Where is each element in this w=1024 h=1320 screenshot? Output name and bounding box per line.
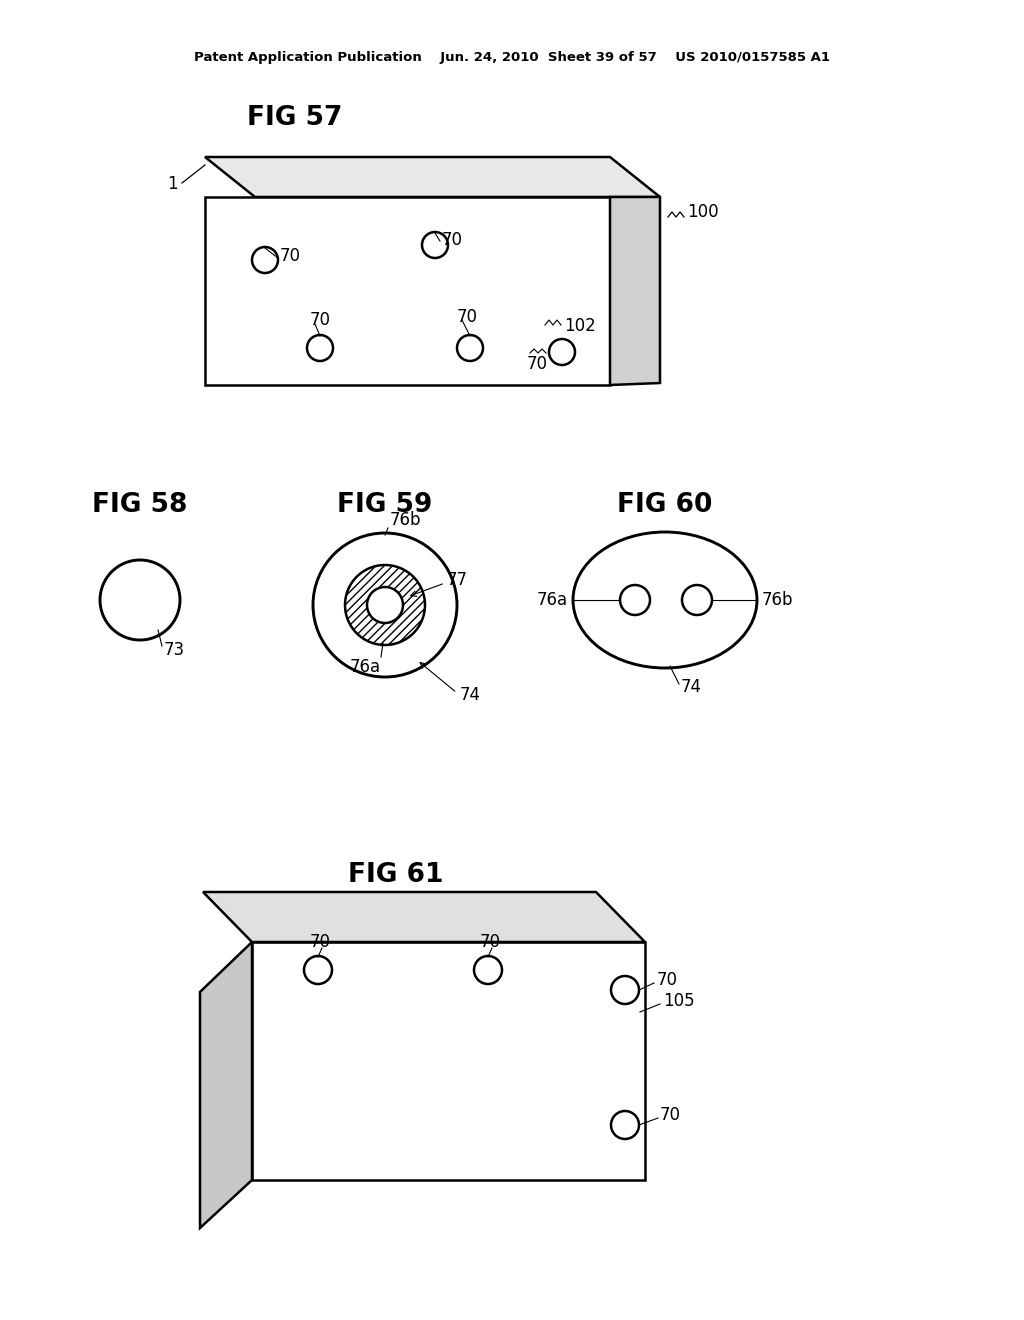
Polygon shape bbox=[610, 197, 660, 385]
Text: FIG 60: FIG 60 bbox=[617, 492, 713, 517]
Text: FIG 61: FIG 61 bbox=[348, 862, 443, 888]
Polygon shape bbox=[203, 892, 645, 942]
Text: 77: 77 bbox=[447, 572, 468, 589]
Circle shape bbox=[457, 335, 483, 360]
Polygon shape bbox=[205, 157, 660, 197]
Circle shape bbox=[611, 975, 639, 1005]
Circle shape bbox=[367, 587, 403, 623]
Text: 105: 105 bbox=[663, 993, 694, 1010]
Circle shape bbox=[549, 339, 575, 366]
Text: 70: 70 bbox=[310, 312, 331, 329]
Text: 70: 70 bbox=[442, 231, 463, 249]
Text: 76b: 76b bbox=[390, 511, 422, 529]
Polygon shape bbox=[200, 942, 252, 1228]
Text: FIG 59: FIG 59 bbox=[337, 492, 433, 517]
Text: 1: 1 bbox=[167, 176, 178, 193]
Text: FIG 57: FIG 57 bbox=[248, 106, 343, 131]
Text: 70: 70 bbox=[280, 247, 301, 265]
Text: 70: 70 bbox=[457, 308, 478, 326]
Polygon shape bbox=[205, 197, 610, 385]
Text: 70: 70 bbox=[309, 933, 331, 950]
Text: 76b: 76b bbox=[762, 591, 794, 609]
Text: 73: 73 bbox=[164, 642, 185, 659]
Circle shape bbox=[611, 1111, 639, 1139]
Text: 102: 102 bbox=[564, 317, 596, 335]
Text: Patent Application Publication    Jun. 24, 2010  Sheet 39 of 57    US 2010/01575: Patent Application Publication Jun. 24, … bbox=[194, 50, 830, 63]
Text: 76a: 76a bbox=[349, 657, 381, 676]
Polygon shape bbox=[252, 942, 645, 1180]
Ellipse shape bbox=[573, 532, 757, 668]
Text: 70: 70 bbox=[660, 1106, 681, 1125]
Circle shape bbox=[682, 585, 712, 615]
Text: 74: 74 bbox=[460, 686, 481, 704]
Circle shape bbox=[252, 247, 278, 273]
Circle shape bbox=[422, 232, 449, 257]
Text: 70: 70 bbox=[479, 933, 501, 950]
Text: 76a: 76a bbox=[537, 591, 568, 609]
Text: 74: 74 bbox=[681, 678, 702, 696]
Text: 70: 70 bbox=[527, 355, 548, 374]
Circle shape bbox=[100, 560, 180, 640]
Circle shape bbox=[307, 335, 333, 360]
Text: FIG 58: FIG 58 bbox=[92, 492, 187, 517]
Circle shape bbox=[620, 585, 650, 615]
Circle shape bbox=[304, 956, 332, 983]
Text: 100: 100 bbox=[687, 203, 719, 220]
Circle shape bbox=[345, 565, 425, 645]
Text: 70: 70 bbox=[657, 972, 678, 989]
Circle shape bbox=[474, 956, 502, 983]
Circle shape bbox=[313, 533, 457, 677]
